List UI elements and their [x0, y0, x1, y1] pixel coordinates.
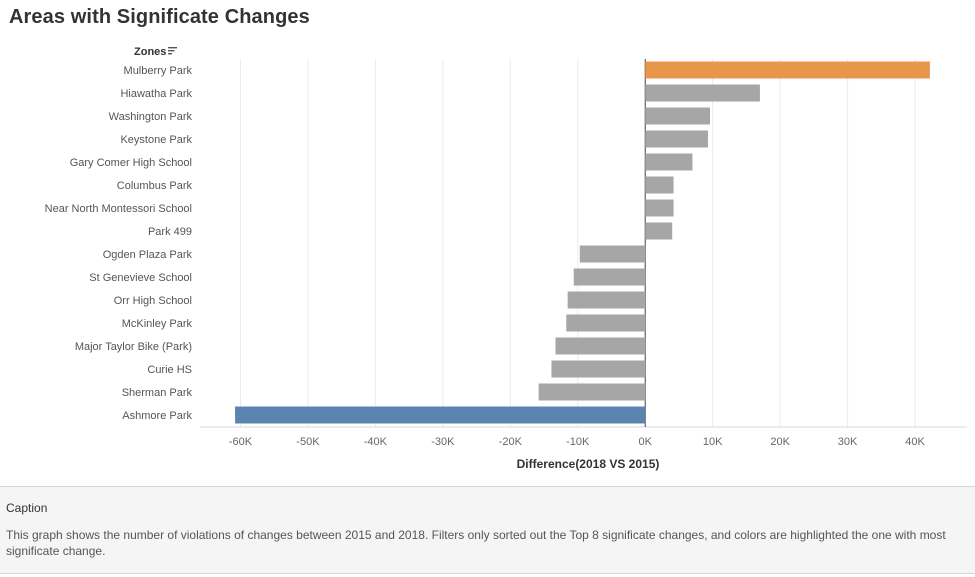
bar[interactable]	[645, 199, 674, 217]
category-label[interactable]: Mulberry Park	[124, 65, 193, 77]
x-tick-label: -40K	[364, 436, 388, 448]
bar[interactable]	[551, 360, 646, 378]
x-tick-label: -20K	[499, 436, 523, 448]
x-tick-label: -60K	[229, 436, 253, 448]
page-title: Areas with Significate Changes	[9, 6, 310, 28]
category-label[interactable]: Orr High School	[114, 295, 192, 307]
category-label[interactable]: Hiawatha Park	[120, 88, 192, 100]
category-label[interactable]: Washington Park	[109, 111, 193, 123]
caption-panel: Caption This graph shows the number of v…	[0, 486, 975, 574]
caption-text: This graph shows the number of violation…	[6, 528, 946, 558]
bar[interactable]	[555, 337, 646, 355]
x-axis-ticks: -60K -50K -40K -30K -20K -10K 0K 10K 20K 30K 40K	[229, 436, 926, 448]
category-label[interactable]: St Genevieve School	[89, 272, 192, 284]
bar[interactable]	[645, 61, 930, 79]
x-tick-label: -50K	[296, 436, 320, 448]
category-label[interactable]: Near North Montessori School	[45, 203, 192, 215]
grid-lines	[200, 59, 967, 428]
bar[interactable]	[235, 406, 646, 424]
category-label[interactable]: Keystone Park	[120, 134, 192, 146]
category-label[interactable]: Columbus Park	[117, 180, 193, 192]
category-label[interactable]: Ashmore Park	[122, 410, 192, 422]
x-tick-label: 20K	[770, 436, 790, 448]
bar[interactable]	[645, 153, 693, 171]
x-axis-label: Difference(2018 VS 2015)	[517, 457, 660, 471]
bar[interactable]	[567, 291, 646, 309]
x-tick-label: 30K	[838, 436, 858, 448]
sort-descending-icon[interactable]	[168, 47, 177, 55]
caption-title: Caption	[6, 501, 48, 515]
row-header-label[interactable]: Zones	[134, 46, 166, 58]
row-header: Zones	[134, 46, 177, 58]
x-tick-label: 40K	[905, 436, 925, 448]
bar[interactable]	[573, 268, 646, 286]
x-tick-label: -10K	[566, 436, 590, 448]
category-label[interactable]: Ogden Plaza Park	[103, 249, 193, 261]
bar[interactable]	[645, 107, 710, 125]
category-labels: Mulberry Park Hiawatha Park Washington Par…	[45, 65, 193, 422]
category-label[interactable]: Curie HS	[147, 364, 192, 376]
x-tick-label: 0K	[638, 436, 652, 448]
category-label[interactable]: McKinley Park	[122, 318, 193, 330]
bar[interactable]	[538, 383, 646, 401]
bar[interactable]	[566, 314, 646, 332]
bar[interactable]	[645, 176, 674, 194]
category-label[interactable]: Major Taylor Bike (Park)	[75, 341, 192, 353]
bar[interactable]	[645, 84, 760, 102]
category-label[interactable]: Park 499	[148, 226, 192, 238]
bar[interactable]	[645, 222, 673, 240]
x-tick-label: -30K	[431, 436, 455, 448]
bar[interactable]	[645, 130, 708, 148]
category-label[interactable]: Gary Comer High School	[70, 157, 192, 169]
category-label[interactable]: Sherman Park	[122, 387, 193, 399]
x-tick-label: 10K	[703, 436, 723, 448]
bars	[235, 61, 930, 424]
bar-chart: Mulberry Park Hiawatha Park Washington Par…	[45, 46, 967, 471]
bar[interactable]	[579, 245, 646, 263]
